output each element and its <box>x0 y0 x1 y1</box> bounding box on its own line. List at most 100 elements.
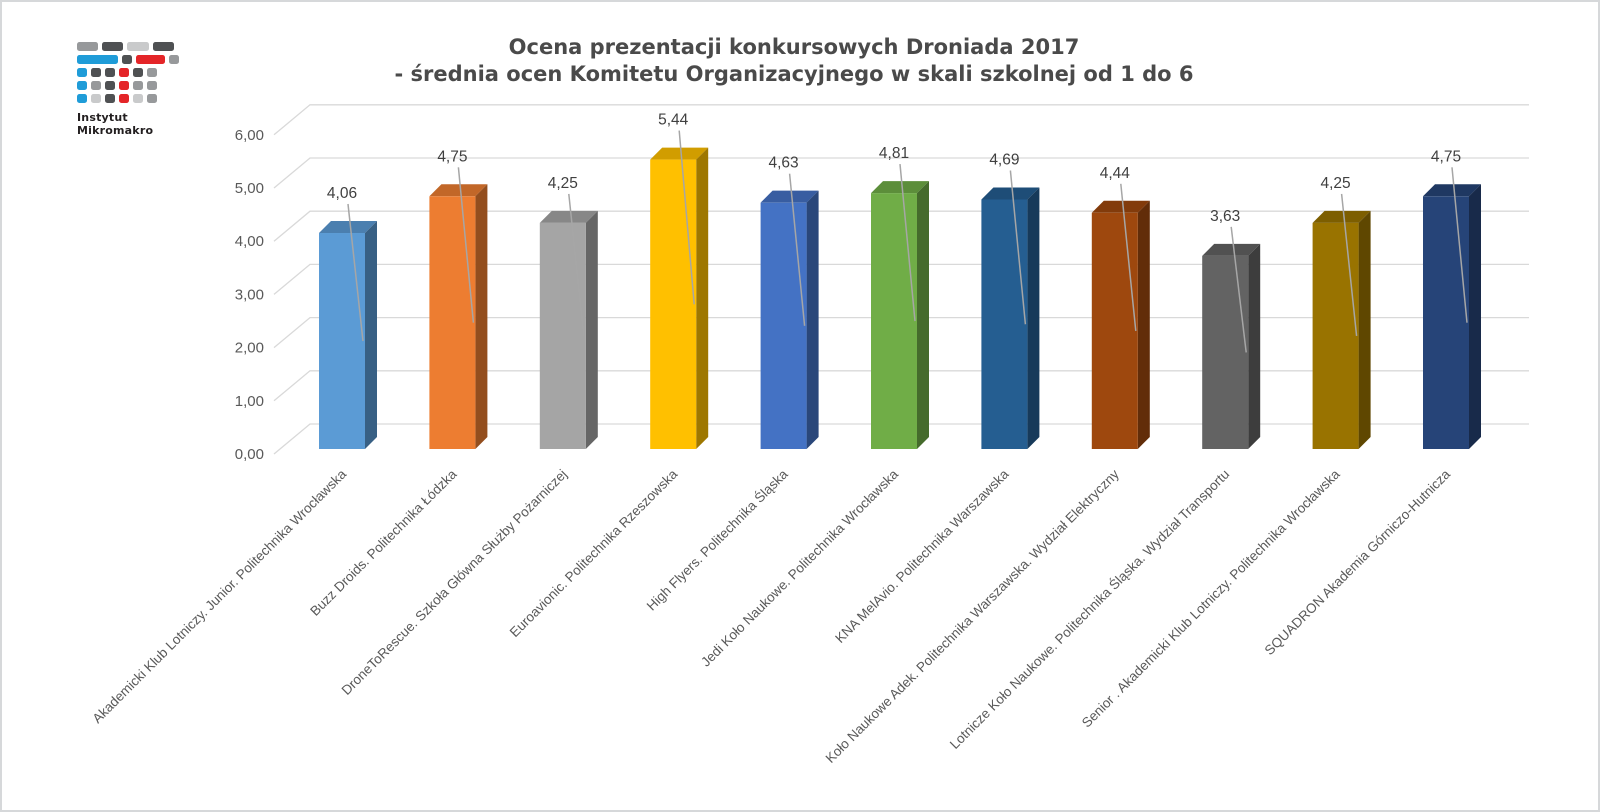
bar-side-face <box>1248 243 1261 449</box>
label-leader-line <box>1230 226 1247 353</box>
instytut-mikromakro-logo: Instytut Mikromakro <box>77 42 187 137</box>
logo-cell-red <box>119 68 129 77</box>
logo-cell-dark <box>102 42 124 51</box>
logo-cell-dark <box>105 81 115 90</box>
bar-7 <box>981 187 1040 449</box>
logo-text-line2: Mikromakro <box>77 124 154 137</box>
bar-6 <box>871 181 929 449</box>
bar-top-face <box>1091 200 1150 213</box>
logo-cell-light <box>91 94 101 103</box>
logo-cell-blue <box>77 94 87 103</box>
bar-top-face <box>319 221 377 234</box>
bar-top-face <box>871 181 929 194</box>
value-label: 4,75 <box>437 148 467 165</box>
chart-title-line1: Ocena prezentacji konkursowych Droniada … <box>508 35 1080 59</box>
bar-1 <box>319 221 377 449</box>
y-tick-label: 2,00 <box>235 340 264 357</box>
logo-cell-dark <box>91 68 101 77</box>
logo-cell-gray <box>133 81 143 90</box>
gridline-5,00 <box>273 157 1529 189</box>
y-tick-label: 5,00 <box>235 180 264 197</box>
label-leader-line <box>788 173 806 326</box>
bar-side-face <box>1027 187 1040 449</box>
label-leader-line <box>457 167 475 323</box>
bar-side-face <box>1358 210 1371 449</box>
logo-cell-gray <box>77 42 99 51</box>
bar-top-face <box>650 147 709 160</box>
bar-side-face <box>1469 184 1481 450</box>
label-leader-line <box>1340 193 1358 337</box>
chart-title: Ocena prezentacji konkursowych Droniada … <box>2 34 1586 88</box>
bar-side-face <box>585 210 598 449</box>
bar-side-face <box>1137 200 1150 449</box>
y-tick-label: 4,00 <box>235 233 264 250</box>
bar-10 <box>1312 210 1371 449</box>
bar-top-face <box>760 190 819 203</box>
value-label: 4,81 <box>879 145 909 162</box>
logo-cell-dark <box>152 42 174 51</box>
value-label: 4,63 <box>769 155 799 172</box>
logo-cell-blue <box>77 81 87 90</box>
bar-8 <box>1091 200 1150 449</box>
x-axis-category-labels: Akademicki Klub Lotniczy. Junior. Polite… <box>90 466 1454 766</box>
bar-side-face <box>696 147 709 450</box>
bar-front-face <box>319 233 365 449</box>
bar-2 <box>429 184 488 450</box>
bar-front-face <box>1423 196 1469 449</box>
logo-row <box>77 94 187 103</box>
bar-top-face <box>981 187 1040 200</box>
category-label: DroneToRescue. Szkoła Główna Służby Poża… <box>339 467 570 698</box>
value-label: 4,44 <box>1100 165 1131 182</box>
logo-mark-icon <box>77 42 187 103</box>
bar-side-face <box>806 190 819 449</box>
logo-cell-light <box>133 94 143 103</box>
logo-cell-dark <box>105 68 115 77</box>
category-label: SQUADRON Akademia Górniczo-Hutnicza <box>1262 466 1454 658</box>
value-label: 4,25 <box>1321 175 1351 192</box>
logo-row <box>77 55 187 64</box>
label-leader-line <box>347 203 364 342</box>
logo-cell-gray <box>147 68 157 77</box>
value-label: 5,44 <box>658 112 689 129</box>
bar-front-face <box>871 193 917 449</box>
category-label: KNA MelAvio. Politechnika Warszawska <box>832 466 1012 646</box>
label-leader-line <box>899 164 916 322</box>
logo-cell-blue <box>77 55 118 64</box>
logo-cell-dark <box>105 94 115 103</box>
chart-title-line2: - średnia ocen Komitetu Organizacyjnego … <box>394 62 1194 86</box>
category-label: Senior . Akademicki Klub Lotniczy. Polit… <box>1079 466 1343 730</box>
data-labels: 4,06 4,75 4,25 5,44 4,63 4,81 4,69 4,44 3,63 4,25… <box>327 112 1468 353</box>
y-tick-label: 6,00 <box>235 127 264 144</box>
bar-side-face <box>475 184 488 450</box>
bar-top-face <box>429 184 488 197</box>
bar-front-face <box>650 159 697 450</box>
bar-side-face <box>365 221 377 449</box>
bar-5 <box>760 190 819 449</box>
logo-row <box>77 68 187 77</box>
bar-top-face <box>1202 243 1261 256</box>
logo-cell-gray <box>169 55 180 64</box>
label-leader-line <box>1451 167 1468 323</box>
bar-top-face <box>1312 210 1371 223</box>
logo-cell-red <box>135 55 166 64</box>
bar-3 <box>539 210 598 449</box>
bar-top-face <box>1423 184 1481 197</box>
label-leader-line <box>1009 170 1027 325</box>
value-label: 4,06 <box>327 185 357 202</box>
bar-front-face <box>1091 212 1138 449</box>
y-tick-label: 0,00 <box>235 446 264 463</box>
bar-side-face <box>917 181 929 449</box>
logo-cell-light <box>127 42 149 51</box>
logo-cell-gray <box>91 81 101 90</box>
logo-row <box>77 42 187 51</box>
value-label: 4,75 <box>1431 148 1461 165</box>
logo-text-line1: Instytut <box>77 111 128 124</box>
logo-cell-dark <box>133 68 143 77</box>
bar-front-face <box>1202 255 1249 449</box>
logo-row <box>77 81 187 90</box>
value-label: 4,25 <box>548 175 578 192</box>
label-leader-line <box>568 193 585 337</box>
bar-top-face <box>539 210 598 223</box>
